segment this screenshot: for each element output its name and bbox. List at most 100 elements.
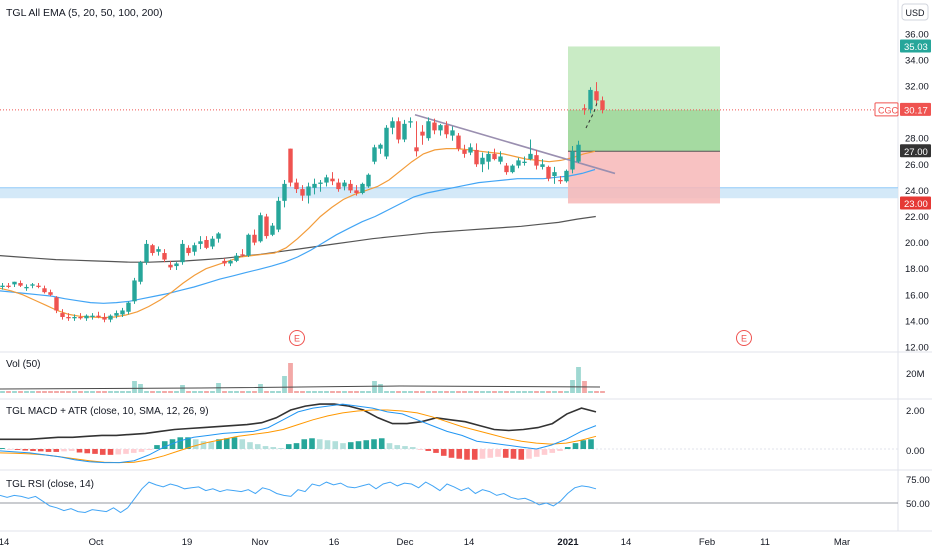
volume-pane[interactable] <box>0 363 605 393</box>
candle[interactable] <box>486 151 491 170</box>
candle[interactable] <box>240 249 245 257</box>
candle[interactable] <box>600 96 605 114</box>
candle[interactable] <box>96 311 101 319</box>
candle[interactable] <box>546 165 551 182</box>
price-tag[interactable]: 35.03 <box>900 39 931 53</box>
candle[interactable] <box>462 144 467 158</box>
candle[interactable] <box>390 117 395 135</box>
candle[interactable] <box>234 253 239 263</box>
macd-pane[interactable] <box>0 403 898 464</box>
candle[interactable] <box>198 236 203 250</box>
candle[interactable] <box>18 280 23 287</box>
candle[interactable] <box>582 104 587 115</box>
candle[interactable] <box>384 125 389 160</box>
candle[interactable] <box>222 258 227 267</box>
candle[interactable] <box>168 260 173 271</box>
candle[interactable] <box>324 174 329 187</box>
stop-zone[interactable] <box>568 151 720 204</box>
candle[interactable] <box>342 179 347 191</box>
candle[interactable] <box>516 157 521 169</box>
candle[interactable] <box>78 313 83 320</box>
candle[interactable] <box>312 178 317 195</box>
candle[interactable] <box>552 166 557 184</box>
candle[interactable] <box>210 236 215 250</box>
candle[interactable] <box>114 310 119 319</box>
candle[interactable] <box>282 179 287 208</box>
candle[interactable] <box>420 125 425 145</box>
candle[interactable] <box>72 314 77 321</box>
candle[interactable] <box>132 277 137 304</box>
candle[interactable] <box>522 156 527 166</box>
target-zone[interactable] <box>568 46 720 110</box>
candle[interactable] <box>12 281 17 287</box>
price-tag[interactable]: 23.00 <box>900 196 931 210</box>
candle[interactable] <box>60 309 65 320</box>
candle[interactable] <box>120 307 125 317</box>
candle[interactable] <box>354 185 359 196</box>
candle[interactable] <box>162 249 167 263</box>
candle[interactable] <box>432 118 437 135</box>
candle[interactable] <box>138 260 143 285</box>
candle[interactable] <box>474 143 479 167</box>
candle[interactable] <box>216 232 221 243</box>
candle[interactable] <box>540 159 545 170</box>
candle[interactable] <box>594 82 599 105</box>
candle[interactable] <box>294 178 299 194</box>
candle[interactable] <box>144 239 149 265</box>
candle[interactable] <box>528 139 533 161</box>
candle[interactable] <box>102 313 107 323</box>
candle[interactable] <box>570 146 575 174</box>
candle[interactable] <box>402 119 407 143</box>
candle[interactable] <box>360 182 365 195</box>
candle[interactable] <box>396 117 401 144</box>
candle[interactable] <box>126 301 131 315</box>
candle[interactable] <box>36 283 41 289</box>
candle[interactable] <box>492 148 497 161</box>
candle[interactable] <box>564 169 569 183</box>
candle[interactable] <box>318 179 323 192</box>
candle[interactable] <box>48 289 53 297</box>
candle[interactable] <box>276 196 281 233</box>
currency-button[interactable]: USD <box>901 3 929 21</box>
candle[interactable] <box>264 213 269 239</box>
candle[interactable] <box>480 152 485 173</box>
rsi-pane[interactable] <box>0 481 898 514</box>
candle[interactable] <box>336 178 341 192</box>
candle[interactable] <box>228 259 233 267</box>
candle[interactable] <box>42 285 47 294</box>
candle[interactable] <box>438 123 443 136</box>
candle[interactable] <box>84 314 89 321</box>
candle[interactable] <box>204 236 209 250</box>
candle[interactable] <box>534 149 539 170</box>
candle[interactable] <box>366 173 371 188</box>
candle[interactable] <box>66 313 71 321</box>
candle[interactable] <box>330 172 335 186</box>
candle[interactable] <box>576 140 581 163</box>
candle[interactable] <box>6 283 11 289</box>
candle[interactable] <box>108 314 113 323</box>
candle[interactable] <box>156 246 161 256</box>
earnings-marker[interactable]: E <box>289 330 305 346</box>
candle[interactable] <box>174 262 179 271</box>
candle[interactable] <box>54 296 59 314</box>
candle[interactable] <box>456 132 461 152</box>
support-zone[interactable] <box>0 187 898 199</box>
price-tag[interactable]: 30.17 CGC <box>874 102 931 117</box>
candle[interactable] <box>498 151 503 165</box>
candle[interactable] <box>414 121 419 157</box>
trendline[interactable] <box>414 113 616 175</box>
candle[interactable] <box>192 242 197 256</box>
candle[interactable] <box>270 223 275 237</box>
price-tag[interactable]: 27.00 <box>900 144 931 158</box>
candle[interactable] <box>504 162 509 175</box>
candle[interactable] <box>258 212 263 243</box>
candle[interactable] <box>306 182 311 204</box>
candle[interactable] <box>180 239 185 265</box>
candle[interactable] <box>558 176 563 184</box>
candle[interactable] <box>186 245 191 256</box>
candle[interactable] <box>252 229 257 246</box>
candle[interactable] <box>588 87 593 114</box>
candle[interactable] <box>444 121 449 139</box>
